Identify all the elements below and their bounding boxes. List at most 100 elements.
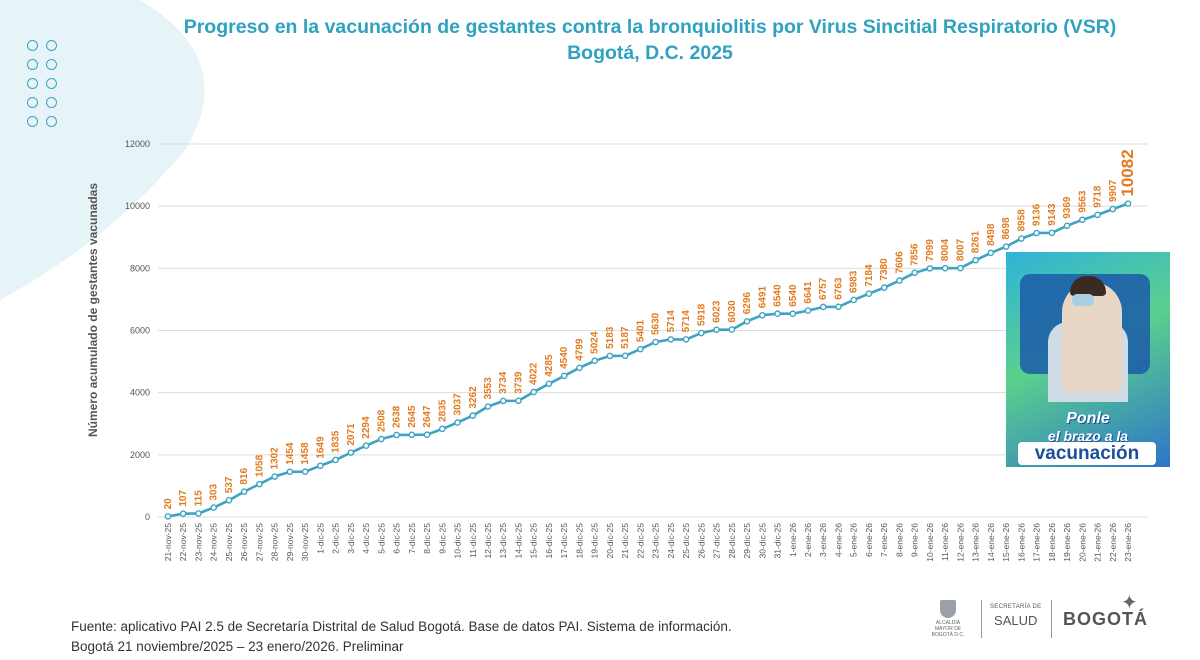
data-label: 1458 bbox=[300, 442, 311, 465]
data-point bbox=[195, 510, 202, 517]
data-label: 5918 bbox=[696, 303, 707, 326]
x-tick-label: 21-nov-25 bbox=[163, 523, 173, 562]
shield-icon bbox=[940, 600, 956, 618]
y-tick-label: 4000 bbox=[130, 388, 150, 398]
x-tick-label: 19-dic-25 bbox=[590, 523, 600, 559]
x-tick-label: 4-dic-25 bbox=[361, 523, 371, 554]
data-label: 9563 bbox=[1077, 190, 1088, 213]
x-tick-label: 9-dic-25 bbox=[437, 523, 447, 554]
data-point bbox=[179, 510, 187, 517]
data-point bbox=[667, 336, 675, 343]
data-point bbox=[1094, 211, 1101, 219]
x-tick-label: 29-nov-25 bbox=[285, 523, 295, 562]
data-label: 2071 bbox=[346, 423, 357, 446]
data-label: 6296 bbox=[742, 292, 753, 315]
alcaldia-logo-text: ALCALDÍA MAYOR DE BOGOTÁ D.C. bbox=[931, 620, 965, 638]
chart-title-line2: Bogotá, D.C. 2025 bbox=[567, 42, 733, 64]
x-tick-label: 23-ene-26 bbox=[1123, 523, 1133, 562]
x-tick-label: 27-dic-25 bbox=[712, 523, 722, 559]
x-tick-label: 12-ene-26 bbox=[955, 523, 965, 562]
data-point bbox=[454, 419, 461, 426]
x-tick-label: 3-ene-26 bbox=[818, 523, 828, 557]
data-point bbox=[850, 296, 858, 304]
source-note: Fuente: aplicativo PAI 2.5 de Secretaría… bbox=[71, 617, 732, 657]
data-point bbox=[972, 256, 979, 264]
x-tick-label: 2-ene-26 bbox=[803, 523, 813, 557]
data-label: 5714 bbox=[681, 310, 692, 333]
data-point bbox=[1002, 243, 1010, 250]
data-label: 8498 bbox=[986, 223, 997, 246]
x-tick-label: 2-dic-25 bbox=[331, 523, 341, 554]
data-label: 8698 bbox=[1001, 217, 1012, 240]
data-label: 3734 bbox=[498, 371, 509, 394]
x-tick-label: 18-dic-25 bbox=[574, 523, 584, 559]
x-tick-label: 17-ene-26 bbox=[1032, 523, 1042, 562]
data-point bbox=[438, 425, 446, 433]
data-label: 6983 bbox=[849, 270, 860, 293]
x-tick-label: 3-dic-25 bbox=[346, 523, 356, 554]
x-tick-label: 14-dic-25 bbox=[513, 523, 523, 559]
x-tick-label: 21-dic-25 bbox=[620, 523, 630, 559]
data-label: 3262 bbox=[468, 386, 479, 409]
secretaria-salud-logo: SECRETARÍA DE SALUD bbox=[990, 604, 1041, 628]
x-tick-label: 6-dic-25 bbox=[392, 523, 402, 554]
x-tick-label: 16-dic-25 bbox=[544, 523, 554, 559]
data-point bbox=[332, 456, 339, 464]
data-label: 1835 bbox=[331, 430, 342, 453]
data-label: 10082 bbox=[1118, 149, 1137, 196]
source-line1: Fuente: aplicativo PAI 2.5 de Secretaría… bbox=[71, 619, 732, 634]
data-label: 7999 bbox=[925, 239, 936, 262]
x-tick-label: 24-nov-25 bbox=[209, 523, 219, 562]
chart-title-line1: Progreso en la vacunación de gestantes c… bbox=[183, 16, 1117, 38]
data-label: 8261 bbox=[971, 231, 982, 254]
data-point bbox=[591, 357, 598, 365]
data-point bbox=[484, 403, 492, 410]
data-point bbox=[941, 264, 949, 272]
data-point bbox=[835, 303, 842, 311]
x-tick-label: 20-ene-26 bbox=[1077, 523, 1087, 562]
x-tick-label: 23-dic-25 bbox=[651, 523, 661, 559]
x-tick-label: 23-nov-25 bbox=[193, 523, 203, 562]
x-tick-label: 10-dic-25 bbox=[453, 523, 463, 559]
data-point bbox=[210, 504, 218, 511]
x-tick-label: 28-dic-25 bbox=[727, 523, 737, 559]
y-axis-label: Número acumulado de gestantes vacunadas bbox=[86, 183, 100, 437]
data-point bbox=[698, 329, 705, 337]
x-tick-label: 22-nov-25 bbox=[178, 523, 188, 562]
data-label: 1649 bbox=[315, 436, 326, 459]
data-label: 9718 bbox=[1093, 185, 1104, 208]
data-point bbox=[256, 480, 263, 488]
data-point bbox=[957, 264, 964, 272]
y-tick-label: 12000 bbox=[125, 139, 150, 149]
data-point bbox=[896, 277, 903, 284]
x-tick-label: 11-ene-26 bbox=[940, 523, 950, 561]
data-label: 5024 bbox=[590, 331, 601, 354]
data-label: 816 bbox=[239, 468, 250, 485]
data-label: 2647 bbox=[422, 405, 433, 428]
alcaldia-logo: ALCALDÍA MAYOR DE BOGOTÁ D.C. bbox=[930, 600, 966, 640]
x-tick-label: 29-dic-25 bbox=[742, 523, 752, 559]
data-label: 6023 bbox=[712, 300, 723, 323]
data-label: 4285 bbox=[544, 354, 555, 377]
x-tick-label: 30-nov-25 bbox=[300, 523, 310, 562]
x-tick-label: 27-nov-25 bbox=[254, 523, 264, 562]
data-point bbox=[926, 265, 934, 272]
data-label: 9136 bbox=[1032, 203, 1043, 226]
x-tick-label: 1-dic-25 bbox=[315, 523, 325, 554]
data-point bbox=[789, 310, 797, 318]
data-point bbox=[240, 488, 248, 495]
data-point bbox=[1018, 235, 1025, 242]
data-point bbox=[286, 468, 294, 476]
promo-text-line2: el brazo a la bbox=[1047, 428, 1129, 444]
data-point bbox=[774, 310, 781, 318]
data-label: 6540 bbox=[788, 284, 799, 307]
data-point bbox=[1033, 229, 1040, 237]
salud-label: SALUD bbox=[994, 613, 1038, 628]
data-label: 5630 bbox=[651, 312, 662, 335]
data-label: 3037 bbox=[453, 393, 464, 416]
x-tick-label: 26-dic-25 bbox=[696, 523, 706, 559]
data-point bbox=[606, 352, 614, 360]
x-tick-label: 18-ene-26 bbox=[1047, 523, 1057, 562]
data-label: 4022 bbox=[529, 362, 540, 385]
data-label: 5187 bbox=[620, 326, 631, 349]
